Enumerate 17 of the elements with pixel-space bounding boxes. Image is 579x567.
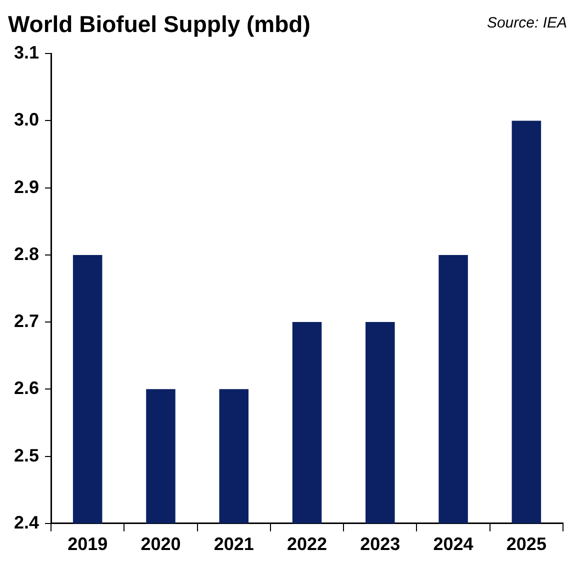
y-tick-label: 2.4 bbox=[14, 512, 40, 532]
x-tick-label: 2020 bbox=[140, 534, 181, 554]
chart-title: World Biofuel Supply (mbd) bbox=[8, 11, 310, 38]
x-tick-label: 2023 bbox=[360, 534, 400, 554]
y-tick-label: 3.0 bbox=[14, 110, 40, 130]
source-note: Source: IEA bbox=[486, 14, 567, 32]
y-tick-label: 2.5 bbox=[14, 445, 40, 466]
x-tick-label: 2021 bbox=[214, 534, 254, 554]
y-tick-label: 2.9 bbox=[14, 176, 40, 197]
y-tick-label: 2.8 bbox=[14, 244, 40, 264]
y-tick-label: 2.6 bbox=[14, 378, 40, 398]
x-tick-label: 2024 bbox=[433, 534, 474, 554]
x-tick-label: 2019 bbox=[68, 534, 108, 554]
y-tick-label: 2.7 bbox=[14, 311, 40, 332]
x-tick-label: 2022 bbox=[286, 534, 328, 554]
x-tick-label: 2025 bbox=[506, 534, 546, 554]
y-tick-label: 3.1 bbox=[14, 42, 40, 63]
